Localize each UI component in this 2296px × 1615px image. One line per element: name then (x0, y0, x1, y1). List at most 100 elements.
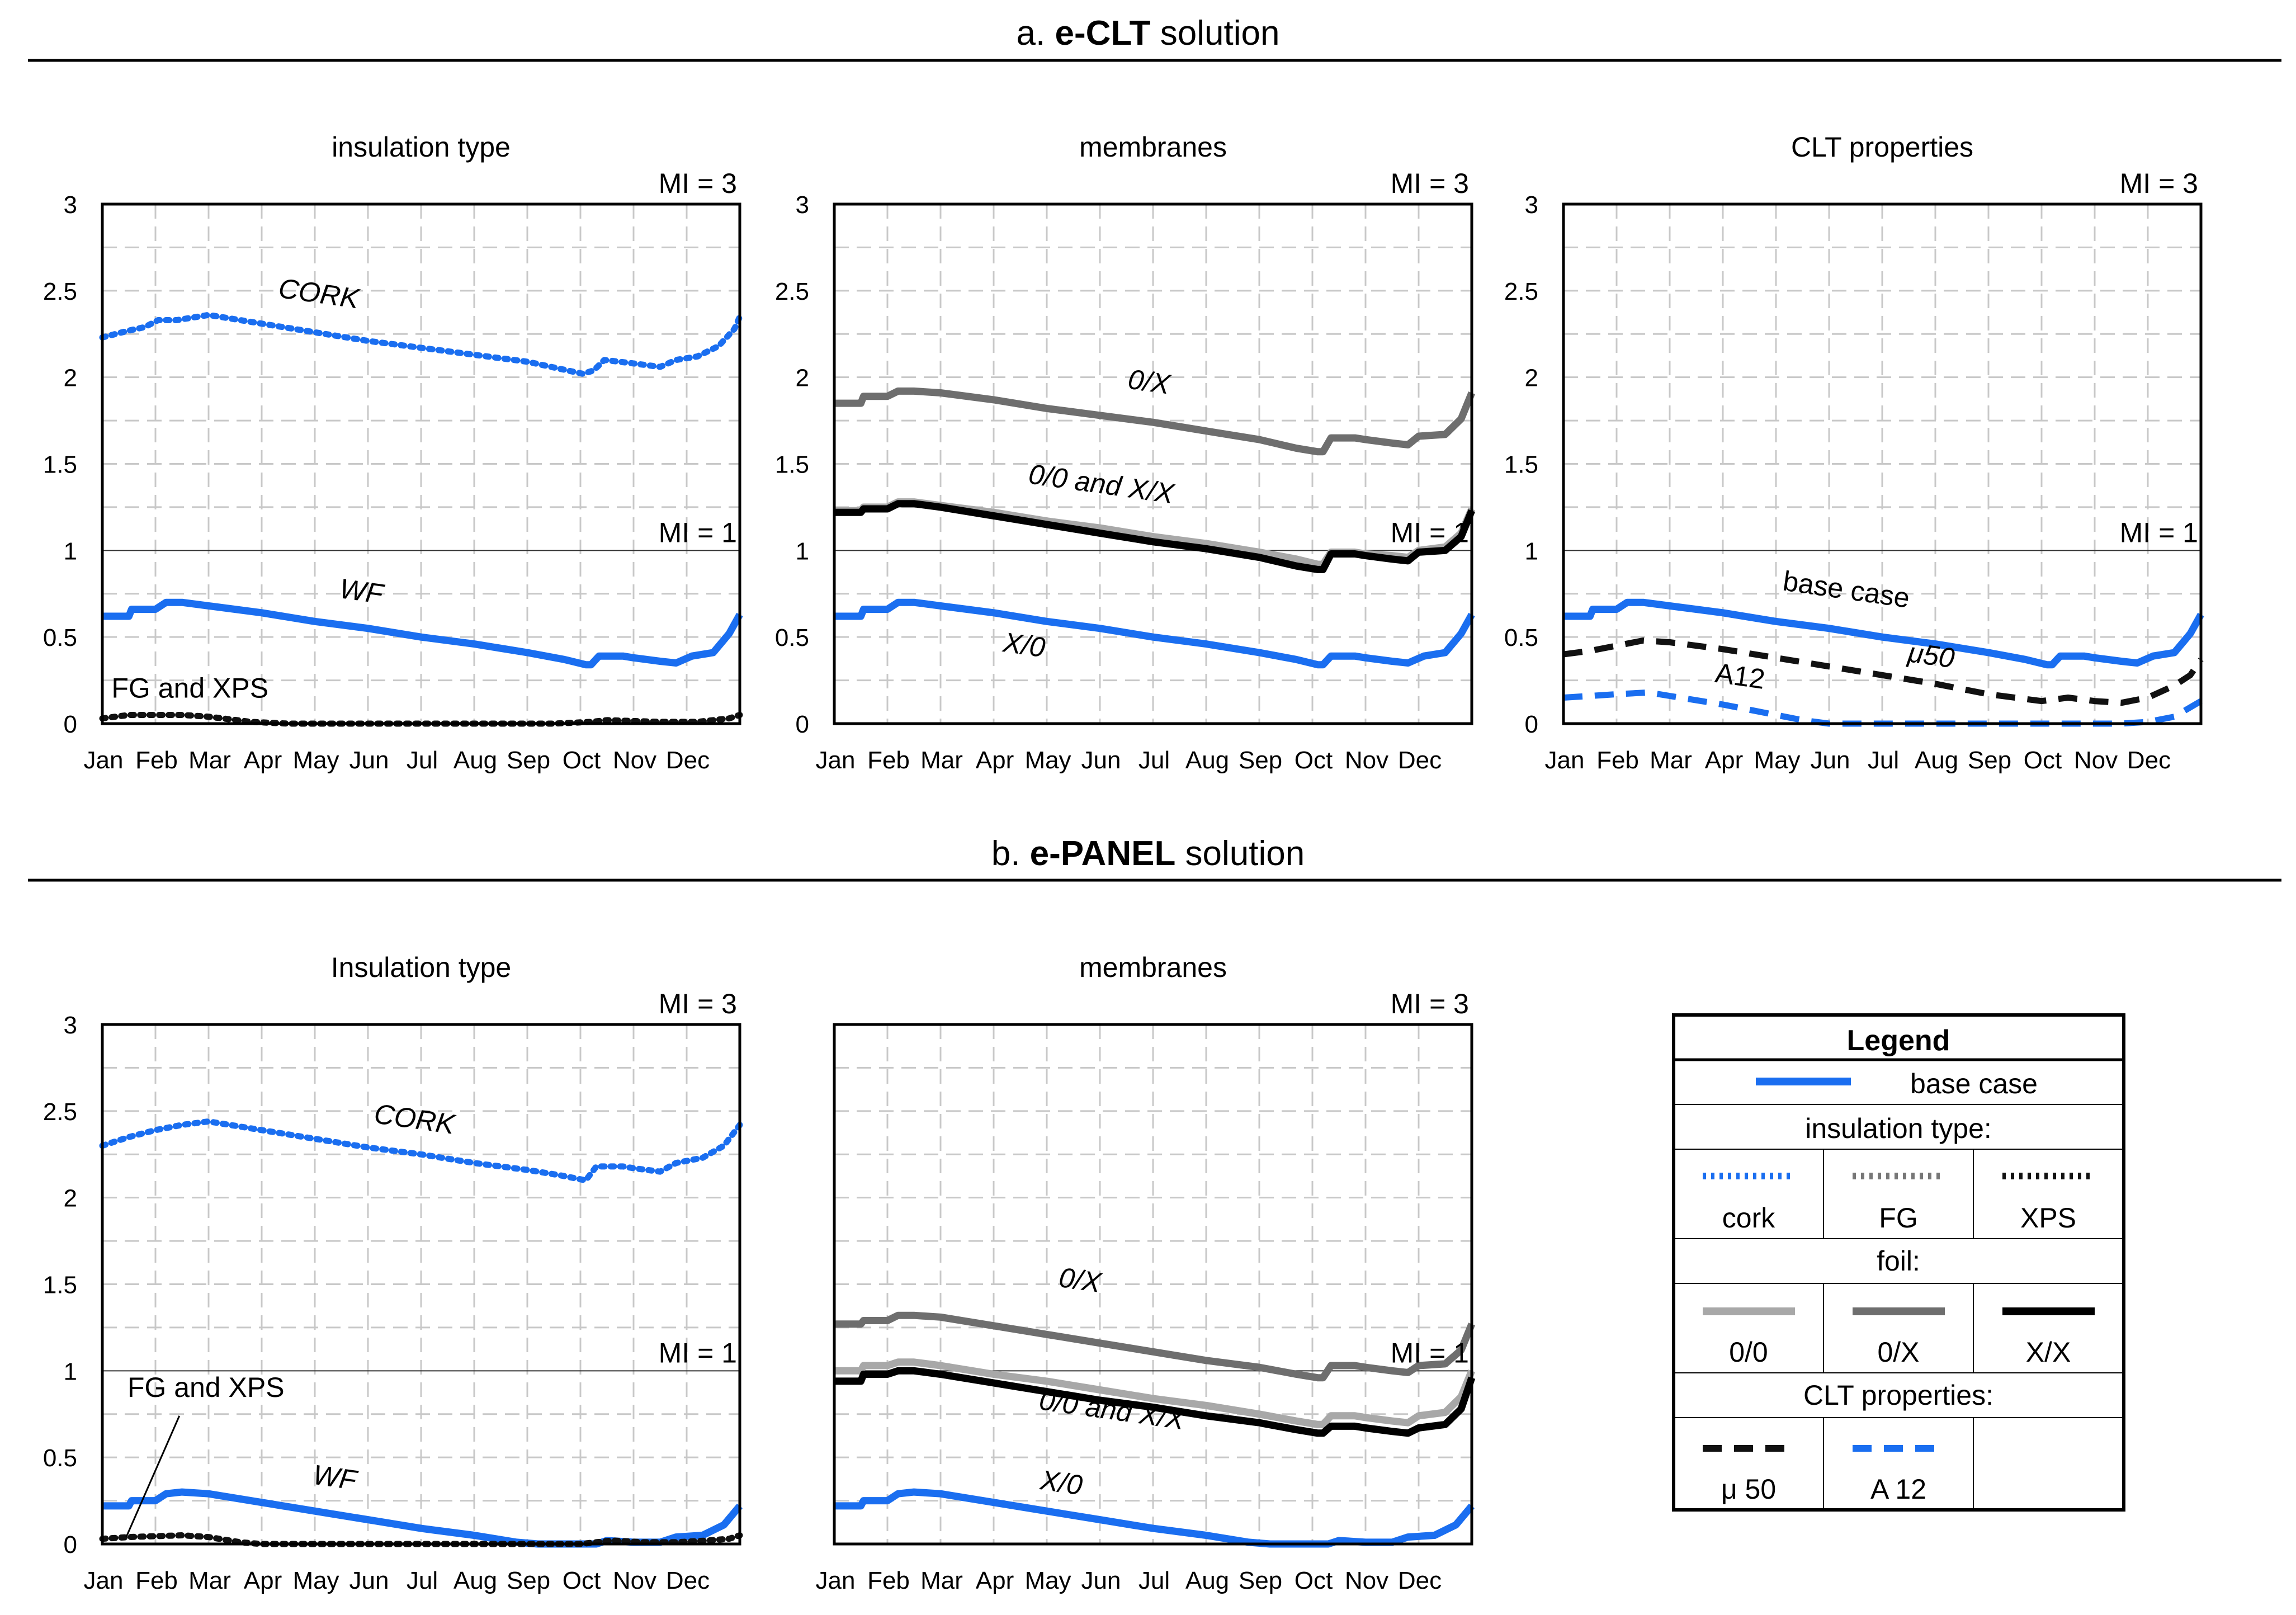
x-tick-label: Feb (135, 747, 178, 774)
series-annotation: FG and XPS (127, 1372, 285, 1403)
series-line-cork (99, 1118, 743, 1184)
y-tick-label: 1.5 (43, 1272, 77, 1299)
chart-title: membranes (1079, 952, 1227, 983)
legend-heading-foil: foil: (1877, 1245, 1920, 1277)
section-a-title: a. e-CLT solution (1017, 14, 1280, 53)
series-line-wf (102, 598, 743, 669)
section-b-title: b. e-PANEL solution (991, 834, 1305, 873)
x-tick-label: Apr (1705, 747, 1743, 774)
x-tick-label: Sep (507, 1567, 550, 1594)
y-tick-label: 2 (64, 365, 77, 392)
y-tick-label: 0 (64, 711, 77, 738)
x-tick-label: Jun (349, 747, 389, 774)
x-tick-label: Dec (666, 1567, 710, 1594)
y-tick-label: 0 (796, 711, 809, 738)
series-line-wf (102, 1488, 743, 1548)
x-tick-label: Mar (920, 747, 963, 774)
mi3-label: MI = 3 (1391, 168, 1469, 199)
x-tick-label: Jan (1545, 747, 1585, 774)
series-line-x-0 (834, 1488, 1475, 1548)
y-tick-label: 2 (796, 365, 809, 392)
chart-b-insulation-type: Insulation type MI = 3 MI = 1 0 0.5 1 1.5 2 2.5 3… (43, 952, 743, 1594)
x-tick-label: May (292, 1567, 339, 1594)
legend-label-foil-xx: X/X (2026, 1337, 2071, 1368)
y-tick-label: 2 (64, 1185, 77, 1212)
x-tick-label: May (1024, 1567, 1071, 1594)
legend-heading-insulation: insulation type: (1805, 1113, 1992, 1144)
x-tick-label: Jan (84, 747, 124, 774)
x-tick-label: Apr (976, 1567, 1014, 1594)
series-annotation: WF (338, 573, 386, 610)
x-tick-label: Aug (1915, 747, 1958, 774)
y-tick-label: 0.5 (1504, 624, 1538, 651)
x-tick-label: Nov (613, 747, 656, 774)
x-tick-label: Mar (188, 1567, 231, 1594)
chart-title: CLT properties (1791, 131, 1973, 163)
legend-label-mu50: μ 50 (1721, 1474, 1776, 1505)
series-annotation: 0/X (1126, 363, 1173, 400)
x-tick-label: Sep (507, 747, 550, 774)
series-line-x-0 (834, 598, 1475, 669)
series-annotation: X/0 (1038, 1464, 1084, 1501)
legend-label-xps: XPS (2020, 1202, 2076, 1234)
y-tick-label: 1 (1525, 537, 1538, 565)
x-tick-label: Dec (1398, 747, 1442, 774)
x-tick-label: Aug (453, 1567, 497, 1594)
chart-a-clt-properties: CLT properties MI = 3 MI = 1 0 0.5 1 1.5 2 2.5 3 J… (1504, 131, 2204, 774)
series-annotation: CORK (372, 1098, 458, 1140)
x-tick-label: Jul (1138, 747, 1170, 774)
mi1-label: MI = 1 (659, 517, 737, 548)
x-tick-label: Aug (1185, 747, 1229, 774)
x-tick-label: Jul (407, 747, 438, 774)
plot-frame (833, 202, 1473, 725)
mi3-label: MI = 3 (659, 168, 737, 199)
series-line-base-case (1563, 598, 2204, 669)
mi1-label: MI = 1 (659, 1337, 737, 1368)
x-tick-label: Oct (563, 1567, 601, 1594)
x-tick-label: Oct (1295, 747, 1333, 774)
series-annotation: CORK (277, 272, 362, 315)
x-tick-label: Oct (563, 747, 601, 774)
chart-title: Insulation type (331, 952, 511, 983)
x-tick-label: Oct (1295, 1567, 1333, 1594)
x-tick-label: Apr (976, 747, 1014, 774)
x-tick-label: Sep (1239, 747, 1282, 774)
x-tick-label: Mar (920, 1567, 963, 1594)
legend-title: Legend (1847, 1024, 1950, 1057)
series-line-x-x (834, 1367, 1476, 1437)
y-tick-label: 3 (64, 191, 77, 219)
y-tick-label: 0.5 (775, 624, 809, 651)
legend-frame (1672, 1013, 2125, 1512)
x-tick-label: Apr (244, 1567, 282, 1594)
legend-label-fg: FG (1879, 1202, 1917, 1234)
x-tick-label: Feb (867, 1567, 910, 1594)
mi1-label: MI = 1 (1391, 517, 1469, 548)
x-tick-label: May (292, 747, 339, 774)
plot-frame (101, 202, 741, 725)
legend-label-base: base case (1910, 1068, 2038, 1099)
x-tick-label: Nov (613, 1567, 656, 1594)
x-tick-label: Dec (2127, 747, 2171, 774)
series-annotation: WF (311, 1459, 360, 1496)
mi3-label: MI = 3 (659, 988, 737, 1019)
mi1-label: MI = 1 (2120, 517, 2198, 548)
y-tick-label: 1.5 (775, 451, 809, 479)
x-tick-label: Jul (407, 1567, 438, 1594)
x-tick-label: Jun (1081, 1567, 1121, 1594)
y-tick-label: 2.5 (1504, 278, 1538, 305)
legend-label-cork: cork (1722, 1202, 1775, 1234)
y-tick-label: 2 (1525, 365, 1538, 392)
plot-frame (101, 1023, 741, 1546)
y-tick-label: 3 (64, 1012, 77, 1039)
x-tick-label: Oct (2024, 747, 2062, 774)
mi3-label: MI = 3 (1391, 988, 1469, 1019)
series-annotation: 0/X (1057, 1262, 1104, 1298)
mi1-label: MI = 1 (1391, 1337, 1469, 1368)
y-tick-label: 2.5 (43, 1098, 77, 1126)
x-tick-label: Feb (135, 1567, 178, 1594)
y-tick-label: 0.5 (43, 1444, 77, 1472)
x-tick-label: Feb (1596, 747, 1639, 774)
x-tick-label: Dec (666, 747, 710, 774)
series-annotation: FG and XPS (111, 673, 268, 704)
